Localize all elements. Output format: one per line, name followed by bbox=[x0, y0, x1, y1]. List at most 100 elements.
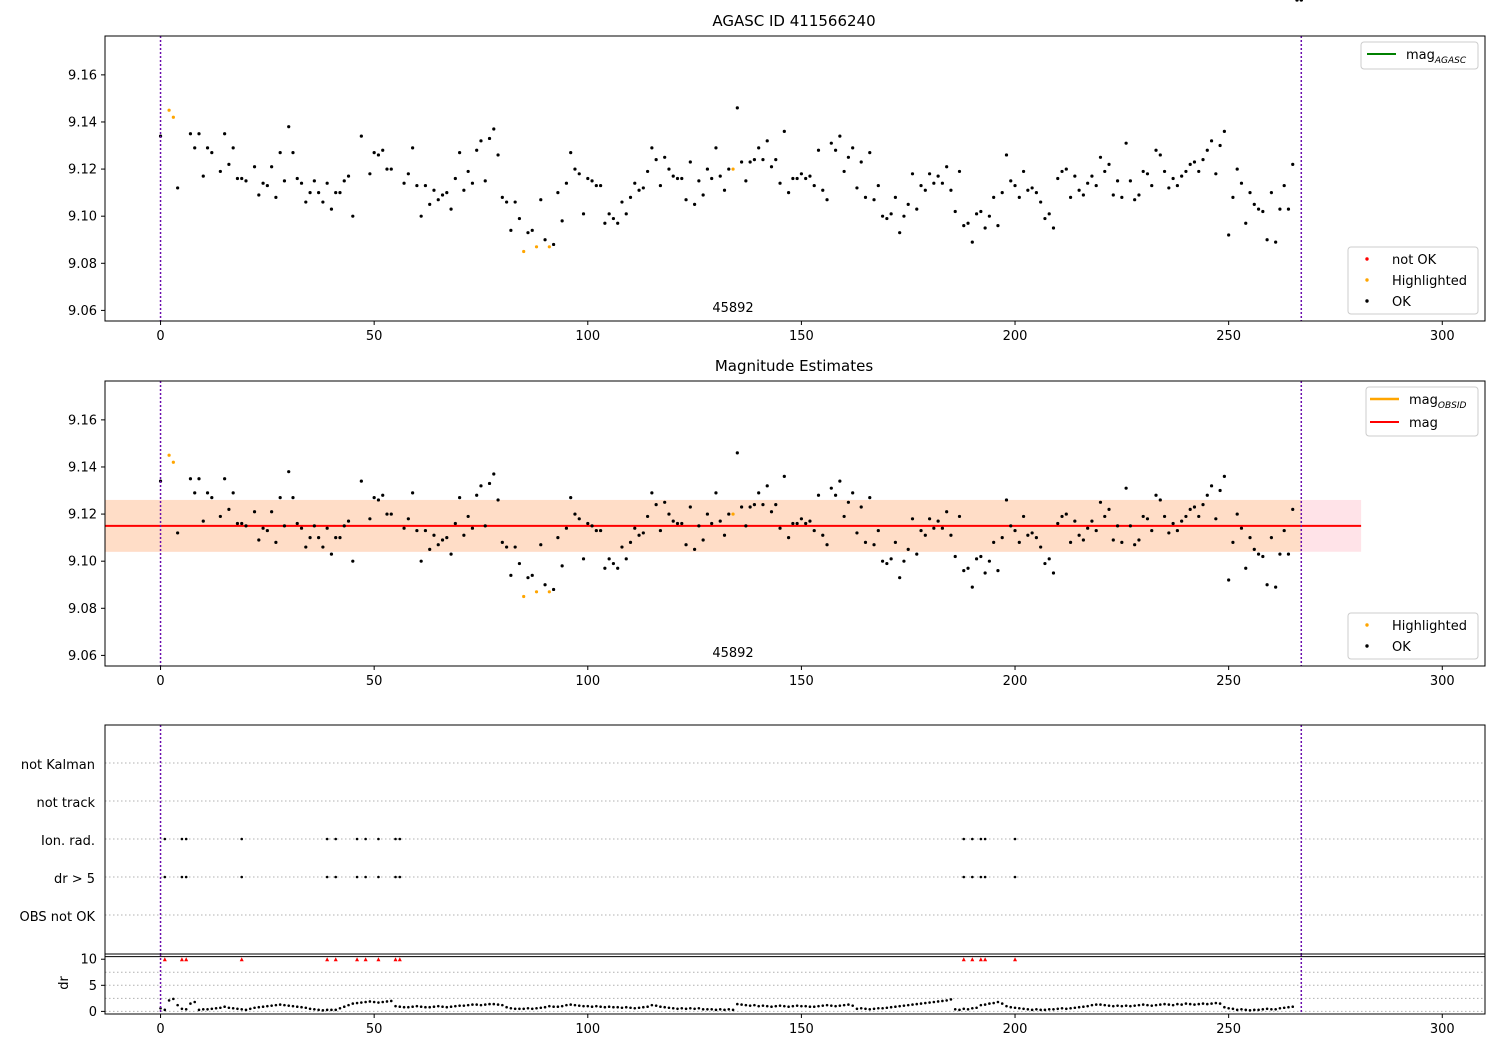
panel1-point-ok bbox=[821, 188, 825, 192]
panel1-point-ok bbox=[513, 200, 517, 204]
panel2-point-ok bbox=[1030, 531, 1034, 535]
panel2-point-ok bbox=[406, 517, 410, 521]
panel3-flag-point bbox=[377, 875, 380, 879]
panel2-point-ok bbox=[423, 528, 428, 533]
panel2-point-ok bbox=[684, 543, 688, 547]
panel1-point-ok bbox=[983, 226, 987, 230]
panel4-dr-point bbox=[505, 1005, 508, 1009]
panel1-point-ok bbox=[778, 181, 782, 185]
panel2-point-ok bbox=[1162, 514, 1167, 519]
panel1-legend-top: magAGASC bbox=[1360, 41, 1479, 70]
panel4-dr-point bbox=[795, 1004, 799, 1007]
panel4-dr-point bbox=[663, 1005, 666, 1009]
panel1-point-ok bbox=[680, 176, 684, 181]
panel4-dr-point bbox=[1094, 1003, 1098, 1006]
panel2-ytick-label: 9.10 bbox=[68, 555, 97, 570]
panel2-point-ok bbox=[385, 512, 389, 516]
panel1-point-ok bbox=[658, 183, 663, 188]
panel2-point-ok bbox=[1043, 561, 1047, 566]
panel4-dr-point bbox=[1180, 1003, 1183, 1006]
panel2-point-ok bbox=[744, 524, 748, 528]
panel2-point-ok bbox=[855, 531, 859, 535]
panel1-point-ok bbox=[987, 214, 991, 218]
panel1-point-ok bbox=[466, 169, 470, 174]
panel1-point-ok bbox=[791, 176, 795, 181]
panel4-dr-point bbox=[586, 1004, 590, 1008]
panel1-point-ok bbox=[1060, 169, 1064, 174]
panel1-point-ok bbox=[287, 125, 291, 129]
panel4-dr-point bbox=[1030, 1008, 1034, 1012]
panel2-point-ok bbox=[342, 524, 346, 528]
panel1-point-ok bbox=[406, 172, 410, 176]
panel4-dr-point bbox=[1257, 1008, 1260, 1012]
panel2-point-ok bbox=[462, 533, 466, 537]
panel1-point-ok bbox=[564, 181, 569, 185]
panel2-point-ok bbox=[594, 528, 598, 533]
panel4-dr-point bbox=[1039, 1008, 1042, 1012]
panel1-point-ok bbox=[774, 158, 778, 162]
panel2-point-highlighted bbox=[731, 512, 735, 516]
panel4-dr-capped-marker bbox=[239, 957, 244, 962]
panel1-point-ok bbox=[500, 195, 504, 199]
panel4-dr-point bbox=[518, 1007, 521, 1011]
panel4-dr-point bbox=[791, 1004, 795, 1008]
panel1-point-ok bbox=[1205, 148, 1209, 152]
panel4-dr-point bbox=[783, 1004, 786, 1008]
panel1-point-ok bbox=[846, 155, 851, 159]
panel1-point-ok bbox=[705, 167, 710, 171]
panel2-point-ok bbox=[586, 521, 590, 526]
panel2-point-ok bbox=[722, 533, 727, 537]
panel1-point-ok bbox=[1098, 155, 1103, 159]
panel4-dr-point bbox=[1287, 1005, 1290, 1009]
panel2-point-ok bbox=[868, 495, 872, 500]
panel2-point-ok bbox=[774, 503, 778, 507]
panel2-point-ok bbox=[1184, 514, 1188, 519]
panel4-xtick-label: 150 bbox=[789, 1022, 814, 1037]
panel4-dr-point bbox=[304, 1006, 308, 1010]
panel3-flag-point bbox=[180, 875, 184, 879]
panel4-dr-point bbox=[424, 1005, 427, 1009]
panel4-dr-capped-marker bbox=[162, 957, 167, 962]
panel1-point-ok bbox=[282, 179, 287, 183]
panel1-point-highlighted bbox=[534, 245, 539, 249]
panel1-point-ok bbox=[1171, 176, 1175, 181]
panel4-dr-point bbox=[1060, 1006, 1064, 1010]
panel1-point-ok bbox=[560, 219, 564, 223]
panel1-point-ok bbox=[590, 179, 594, 183]
panel1-point-ok bbox=[996, 224, 1000, 228]
panel4-dr-point bbox=[650, 1003, 654, 1007]
panel1-point-ok bbox=[291, 150, 295, 155]
panel1-point-ok bbox=[389, 167, 393, 171]
panel1-point-ok bbox=[962, 224, 966, 228]
panel2-point-ok bbox=[641, 531, 645, 535]
panel2-point-ok bbox=[552, 587, 556, 592]
panel2-point-ok bbox=[688, 505, 692, 509]
panel4-dr-point bbox=[659, 1005, 662, 1008]
panel4-dr-point bbox=[1265, 1007, 1269, 1011]
panel2-point-ok bbox=[829, 486, 833, 490]
panel1-point-ok bbox=[1133, 198, 1137, 202]
panel1-point-ok bbox=[838, 134, 842, 138]
panel3-flag-point bbox=[983, 875, 987, 879]
panel2-point-ok bbox=[218, 514, 222, 519]
panel3-category-not-kalman: not Kalman bbox=[21, 758, 95, 773]
panel4-dr-point bbox=[458, 1004, 461, 1007]
panel1-point-ok bbox=[505, 200, 509, 204]
panel2-legend-highlighted-label: Highlighted bbox=[1392, 619, 1467, 634]
panel2-point-ok bbox=[496, 498, 500, 502]
panel1-point-ok bbox=[244, 179, 248, 183]
panel4-dr-point bbox=[330, 1008, 333, 1012]
panel4-dr-point bbox=[231, 1006, 235, 1010]
panel2-point-ok bbox=[859, 505, 863, 509]
panel4-ytick-label: 5 bbox=[89, 979, 97, 994]
panel2-point-ok bbox=[1265, 583, 1269, 587]
panel4-dr-point bbox=[710, 1008, 713, 1011]
panel1-point-ok bbox=[231, 146, 235, 150]
panel1-point-ok bbox=[722, 188, 727, 192]
panel2-legend-mag-label: mag bbox=[1409, 416, 1438, 431]
panel1-point-ok bbox=[487, 136, 492, 141]
panel2-point-ok bbox=[1073, 519, 1077, 523]
panel2-point-ok bbox=[282, 524, 287, 528]
panel4-xtick-label: 100 bbox=[575, 1022, 600, 1037]
panel4-dr-point bbox=[398, 1005, 402, 1008]
